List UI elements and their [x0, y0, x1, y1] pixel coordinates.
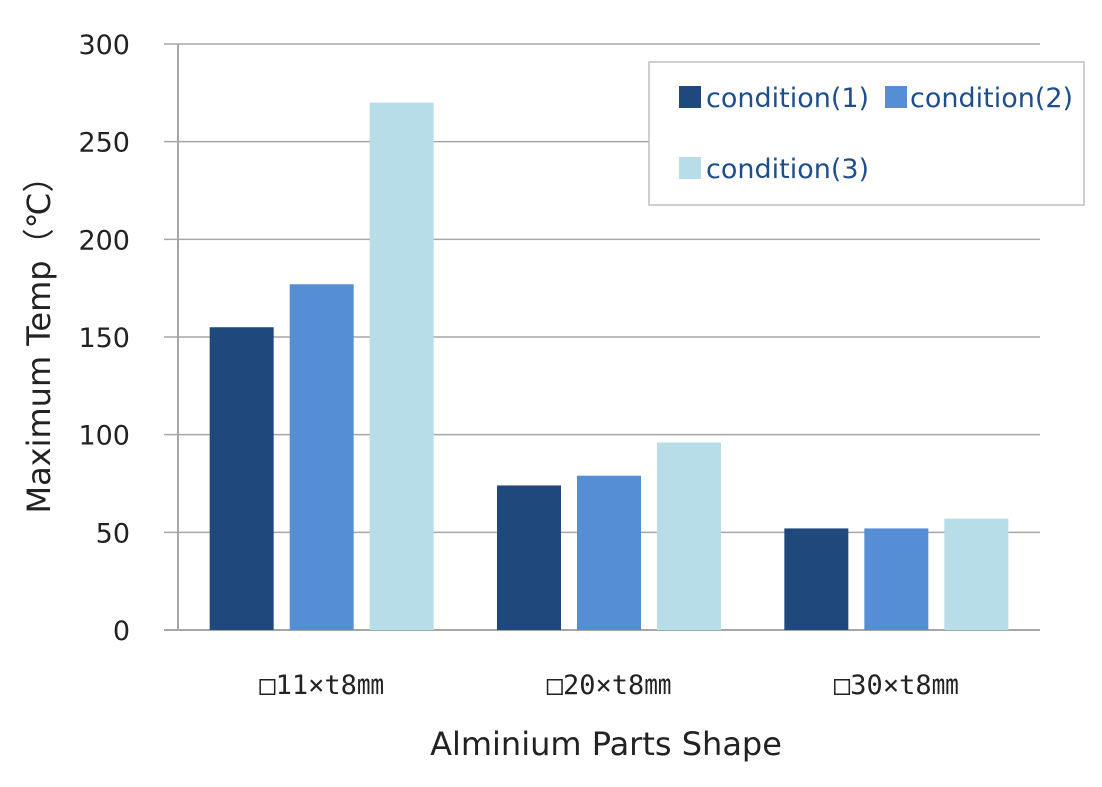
y-tick-label: 200 [78, 225, 130, 256]
y-tick-label: 150 [78, 323, 130, 354]
legend-box [648, 61, 1085, 206]
bar [369, 102, 434, 631]
y-axis-title: Maximum Temp（℃） [20, 160, 58, 513]
bar [784, 528, 849, 630]
legend-label-condition-2: condition(2) [910, 83, 1073, 114]
x-category-labels: □11×t8㎜ □20×t8㎜ □30×t8㎜ [259, 670, 958, 701]
x-category-label: □11×t8㎜ [259, 670, 384, 701]
y-tick-label: 0 [113, 616, 130, 647]
x-category-label: □30×t8㎜ [834, 670, 959, 701]
bar [657, 442, 721, 630]
x-category-label: □20×t8㎜ [547, 670, 672, 701]
y-tick-label: 250 [78, 128, 130, 159]
legend-label-condition-3: condition(3) [706, 154, 869, 185]
bars [209, 102, 1009, 631]
y-tick-label: 100 [78, 421, 130, 452]
bar [944, 518, 1009, 630]
y-tick-label: 300 [78, 30, 130, 61]
bar [497, 485, 561, 630]
y-tick-label: 50 [96, 518, 130, 549]
legend-label-condition-1: condition(1) [706, 83, 869, 114]
legend-swatch-condition-2 [885, 86, 907, 108]
bar [289, 284, 354, 630]
bar [864, 528, 929, 630]
y-tick-labels: 0 50 100 150 200 250 300 [78, 30, 130, 647]
legend-swatch-condition-3 [679, 157, 701, 179]
bar [209, 327, 274, 630]
bar [577, 475, 641, 630]
legend-swatch-condition-1 [679, 86, 701, 108]
x-axis-title: Alminium Parts Shape [430, 725, 782, 763]
legend: condition(1) condition(2) condition(3) [648, 61, 1085, 206]
